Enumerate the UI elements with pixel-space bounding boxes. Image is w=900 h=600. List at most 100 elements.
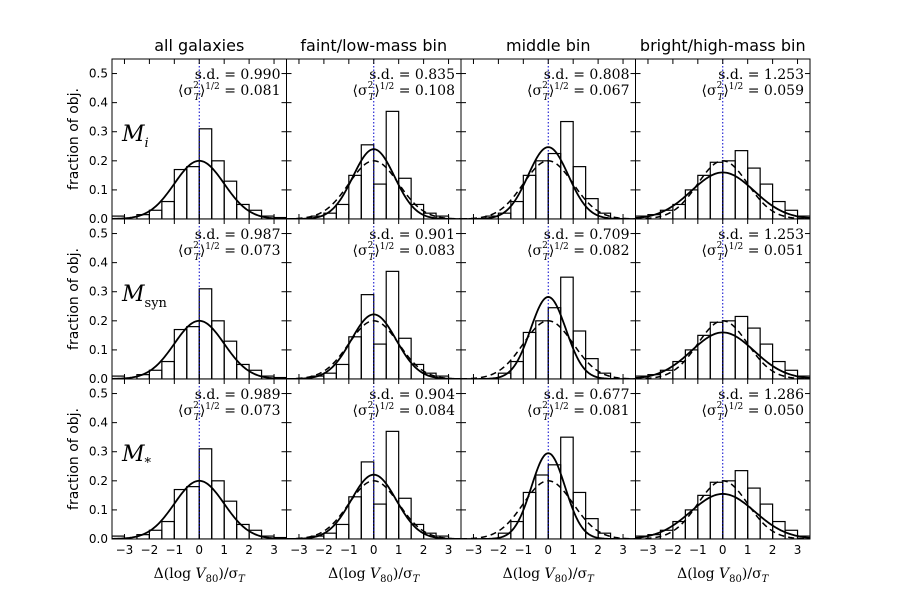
- hist-bar: [722, 480, 736, 539]
- y-axis-label: fraction of obj.: [66, 88, 82, 190]
- gaussian-reference-curve: [635, 320, 810, 379]
- x-tick-label: −1: [514, 543, 532, 557]
- y-tick-label: 0.4: [89, 96, 108, 110]
- x-tick-label: −3: [639, 543, 657, 557]
- stat-sd: s.d. = 0.989: [195, 387, 281, 403]
- hist-bar: [398, 337, 412, 379]
- x-tick-label: 0: [719, 543, 727, 557]
- stat-rms: ⟨σ2 T⟩1/2 = 0.073: [178, 401, 280, 423]
- gaussian-reference-curve: [461, 480, 636, 539]
- hist-bar: [709, 321, 724, 379]
- hist-bar: [360, 461, 375, 539]
- y-tick-label: 0.0: [89, 532, 108, 546]
- panel-r0-c0: 0.0 0.1 0.2 0.3 0.4 0.5 s.d. = 0.990⟨σ2 T⟩1/2 =…: [89, 58, 287, 226]
- gaussian-reference-curve: [635, 480, 810, 539]
- hist-bar: [734, 315, 749, 379]
- gaussian-reference-curve: [461, 160, 636, 219]
- hist-bar: [398, 497, 412, 539]
- x-axis-label: Δ(log V80)/σT: [677, 566, 770, 585]
- stat-rms: ⟨σ2 T⟩1/2 = 0.059: [702, 81, 804, 103]
- hist-bar: [373, 343, 387, 379]
- hist-bar: [148, 369, 163, 379]
- stat-sd: s.d. = 0.709: [544, 227, 630, 243]
- hist-bar: [535, 160, 549, 219]
- hist-bar: [186, 326, 200, 379]
- gaussian-fit-curve: [112, 159, 287, 219]
- panel-r0-c2: s.d. = 0.808⟨σ2 T⟩1/2 = 0.067: [460, 58, 636, 220]
- stat-sd: s.d. = 0.990: [195, 67, 281, 83]
- panel-r2-c2: −3 −2 −1 0 1 2 3 s.d. = 0.677⟨σ2 T⟩1/2 = 0.081: [460, 378, 636, 557]
- hist-bar: [709, 161, 724, 219]
- x-tick-label: 2: [769, 543, 777, 557]
- stat-sd: s.d. = 1.286: [718, 387, 804, 403]
- stat-rms: ⟨σ2 T⟩1/2 = 0.081: [527, 401, 629, 423]
- hist-bar: [186, 166, 200, 219]
- hist-bar: [148, 529, 163, 539]
- x-tick-label: −2: [664, 543, 682, 557]
- hist-bar: [722, 320, 736, 379]
- hist-bar: [522, 331, 537, 379]
- gaussian-reference-curve: [286, 160, 461, 219]
- gaussian-fit-curve: [635, 331, 810, 379]
- hist-bar: [560, 276, 574, 379]
- hist-bar: [173, 488, 188, 539]
- stat-sd: s.d. = 0.987: [195, 227, 281, 243]
- panel-r1-c3: s.d. = 1.253⟨σ2 T⟩1/2 = 0.051: [635, 218, 811, 380]
- y-tick-label: 0.5: [89, 387, 108, 401]
- x-tick-label: 2: [420, 543, 428, 557]
- hist-bar: [335, 203, 350, 219]
- hist-bar: [734, 150, 749, 219]
- x-tick-label: 1: [569, 543, 577, 557]
- stat-rms: ⟨σ2 T⟩1/2 = 0.050: [702, 401, 804, 423]
- hist-bar: [373, 503, 387, 539]
- y-tick-label: 0.4: [89, 416, 108, 430]
- x-tick-label: −3: [290, 543, 308, 557]
- x-tick-label: 3: [619, 543, 627, 557]
- gaussian-fit-curve: [286, 313, 461, 379]
- gaussian-fit-curve: [635, 171, 810, 219]
- x-axis-label: Δ(log V80)/σT: [154, 566, 247, 585]
- hist-bar: [585, 198, 599, 219]
- column-title: all galaxies: [154, 36, 244, 55]
- y-tick-label: 0.3: [89, 125, 108, 139]
- x-tick-label: 3: [794, 543, 802, 557]
- y-tick-label: 0.1: [89, 503, 108, 517]
- panel-r2-c3: −3 −2 −1 0 1 2 3 s.d. = 1.286⟨σ2 T⟩1/2 = 0.050: [635, 378, 811, 557]
- x-tick-label: 3: [445, 543, 453, 557]
- hist-bar: [697, 174, 711, 219]
- x-axis-label: Δ(log V80)/σT: [503, 566, 596, 585]
- gaussian-reference-curve: [461, 320, 636, 379]
- hist-bar: [148, 209, 163, 219]
- column-title: faint/low-mass bin: [300, 36, 447, 55]
- hist-bar: [348, 496, 362, 539]
- hist-bar: [323, 532, 337, 539]
- stat-sd: s.d. = 0.904: [369, 387, 455, 403]
- x-tick-label: −1: [165, 543, 183, 557]
- x-tick-label: 2: [245, 543, 253, 557]
- gaussian-fit-curve: [635, 493, 810, 539]
- y-tick-label: 0.5: [89, 227, 108, 241]
- y-axis-label: fraction of obj.: [66, 408, 82, 510]
- hist-bar: [572, 491, 587, 539]
- stat-sd: s.d. = 1.253: [718, 67, 804, 83]
- stat-sd: s.d. = 0.835: [369, 67, 455, 83]
- row-label: M*: [121, 442, 152, 471]
- y-tick-label: 0.1: [89, 343, 108, 357]
- panel-r0-c1: s.d. = 0.835⟨σ2 T⟩1/2 = 0.108: [286, 58, 462, 220]
- hist-bar: [161, 200, 175, 219]
- stat-rms: ⟨σ2 T⟩1/2 = 0.084: [353, 401, 456, 423]
- hist-bar: [186, 486, 200, 539]
- hist-bar: [535, 474, 549, 539]
- hist-bar: [373, 183, 387, 219]
- gaussian-fit-curve: [286, 148, 461, 219]
- hist-bar: [360, 294, 375, 379]
- hist-bar: [522, 491, 537, 539]
- panel-r2-c1: −3 −2 −1 0 1 2 3 s.d. = 0.904⟨σ2 T⟩1/2 = 0.084: [286, 378, 462, 557]
- stat-rms: ⟨σ2 T⟩1/2 = 0.081: [178, 81, 280, 103]
- x-tick-label: 1: [395, 543, 403, 557]
- x-tick-label: −3: [465, 543, 483, 557]
- x-tick-label: −2: [490, 543, 508, 557]
- hist-bar: [572, 330, 587, 379]
- hist-bar: [161, 520, 175, 539]
- x-tick-label: −1: [340, 543, 358, 557]
